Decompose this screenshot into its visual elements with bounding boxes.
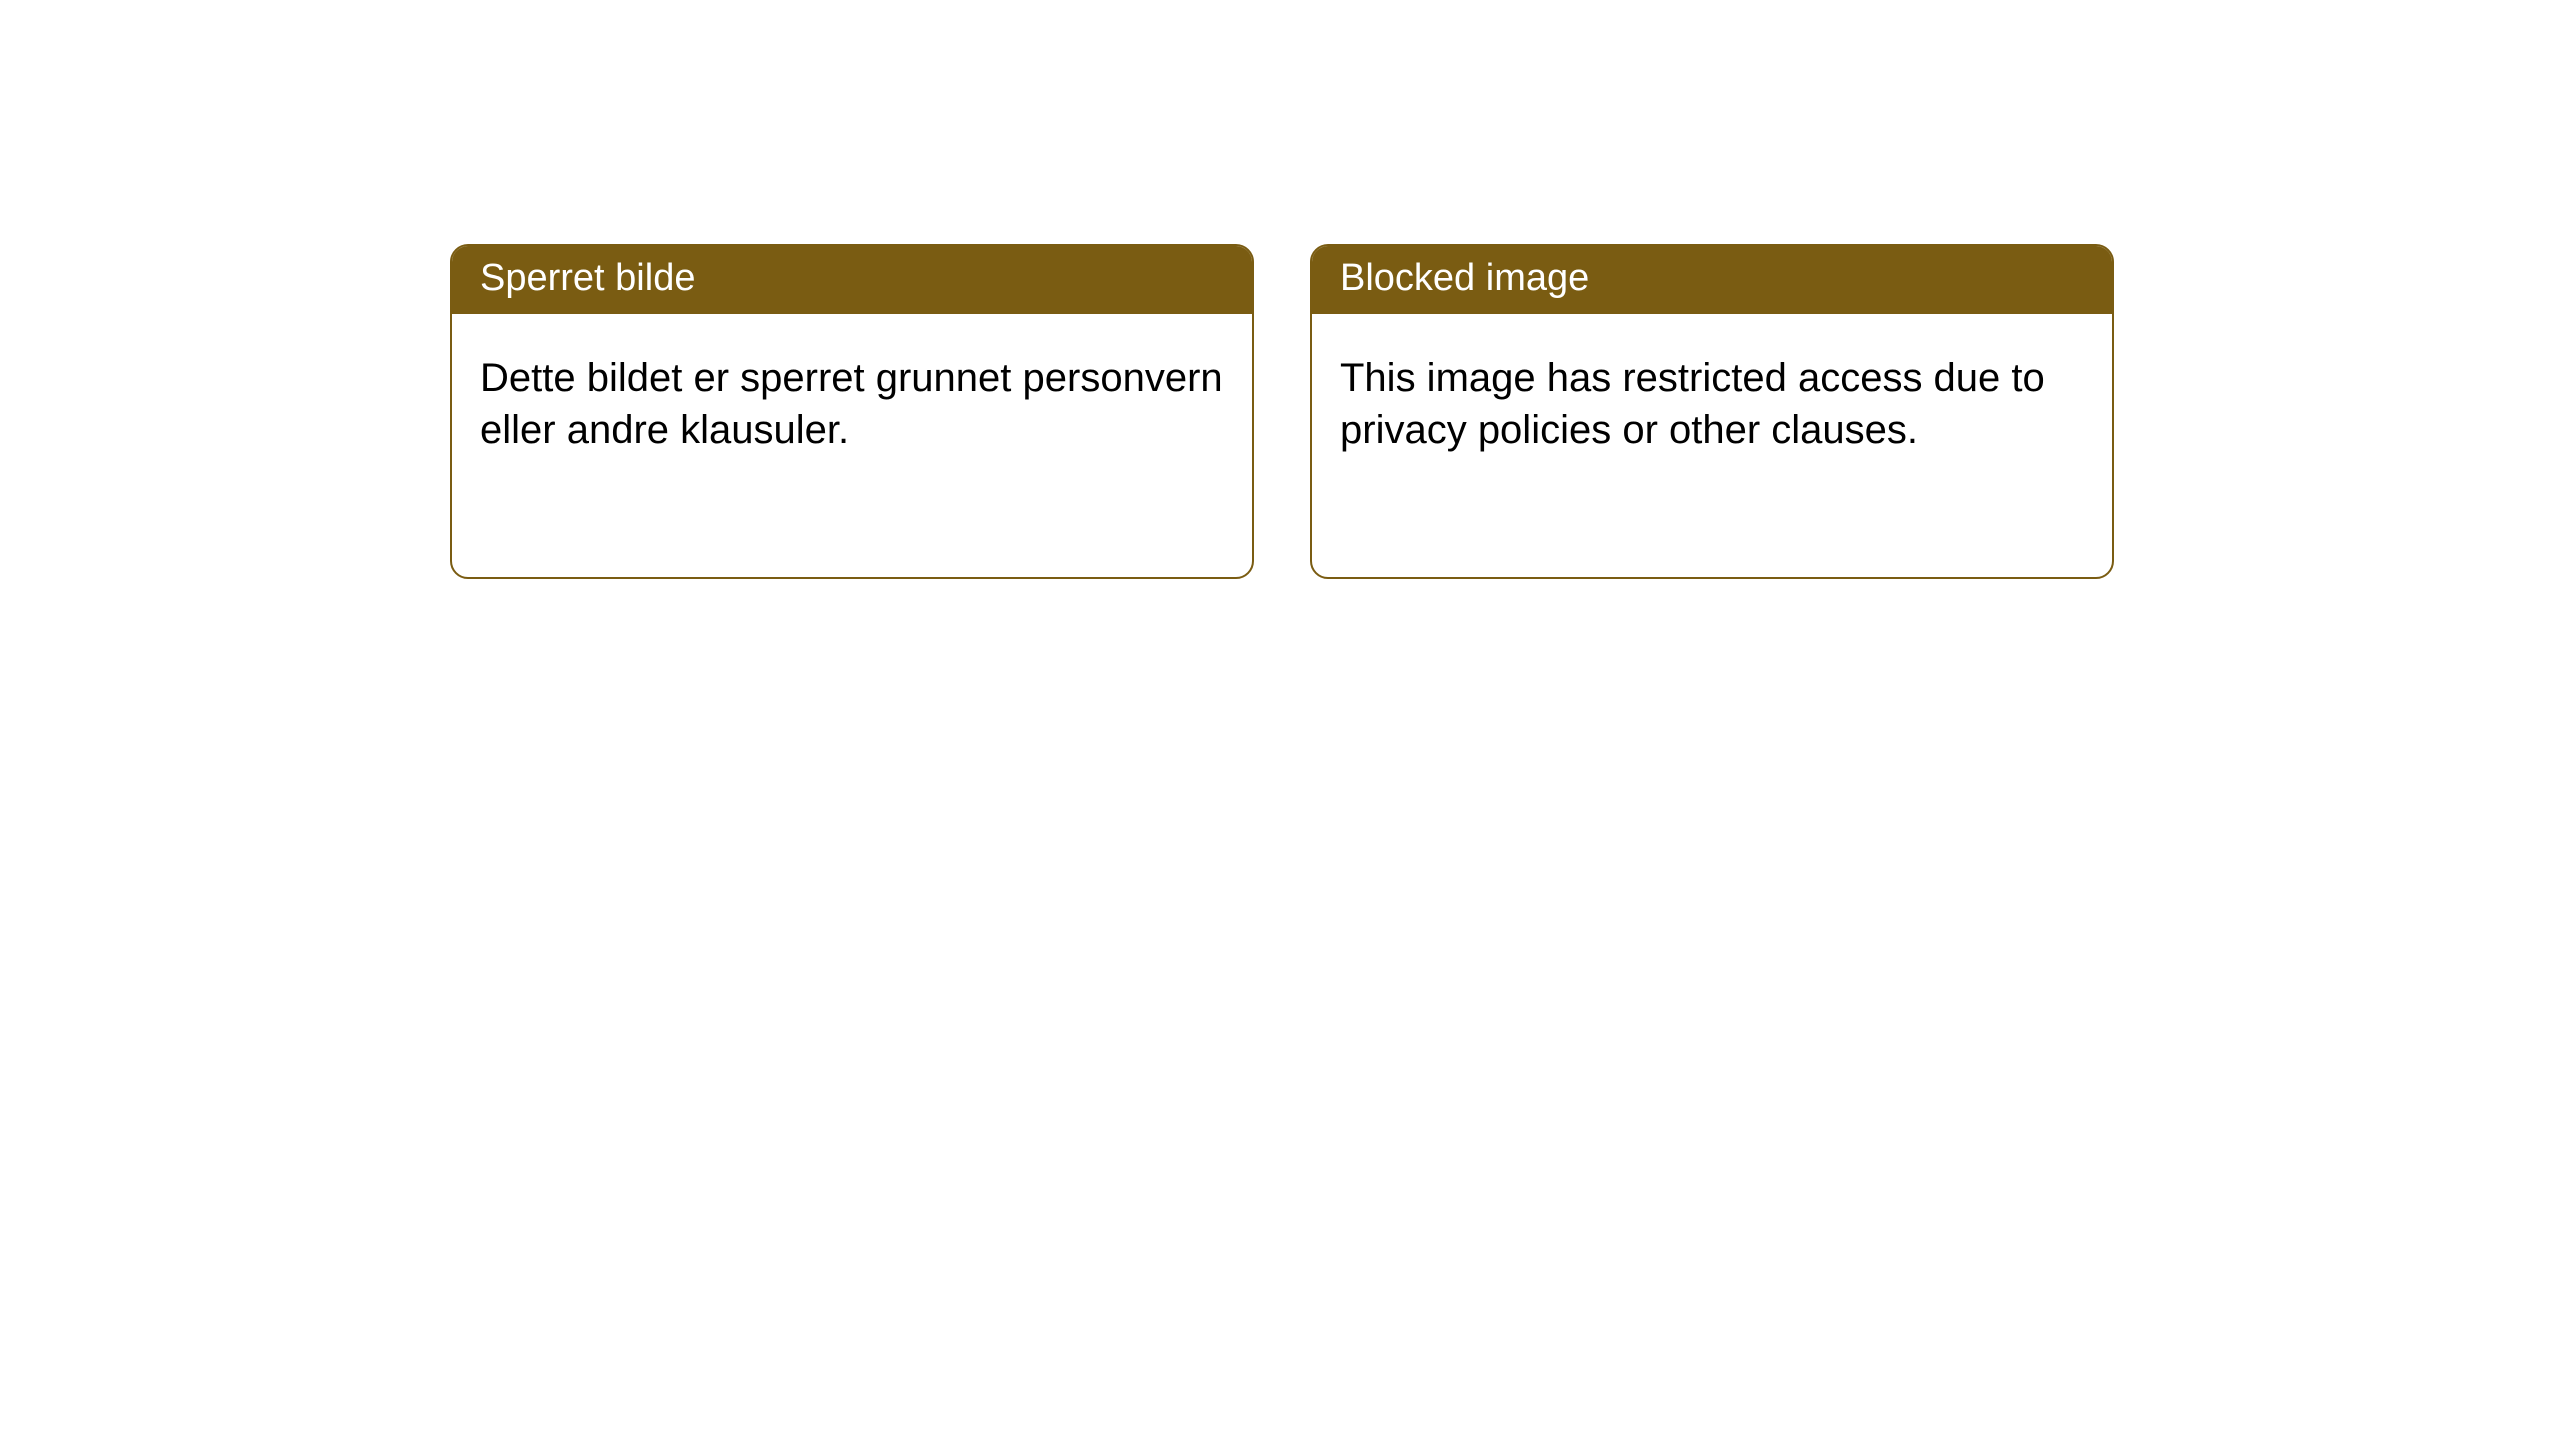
- notice-header: Sperret bilde: [452, 246, 1252, 314]
- notice-body: Dette bildet er sperret grunnet personve…: [452, 314, 1252, 484]
- notice-box-english: Blocked image This image has restricted …: [1310, 244, 2114, 579]
- notice-body: This image has restricted access due to …: [1312, 314, 2112, 484]
- notice-container: Sperret bilde Dette bildet er sperret gr…: [0, 0, 2560, 579]
- notice-header: Blocked image: [1312, 246, 2112, 314]
- notice-box-norwegian: Sperret bilde Dette bildet er sperret gr…: [450, 244, 1254, 579]
